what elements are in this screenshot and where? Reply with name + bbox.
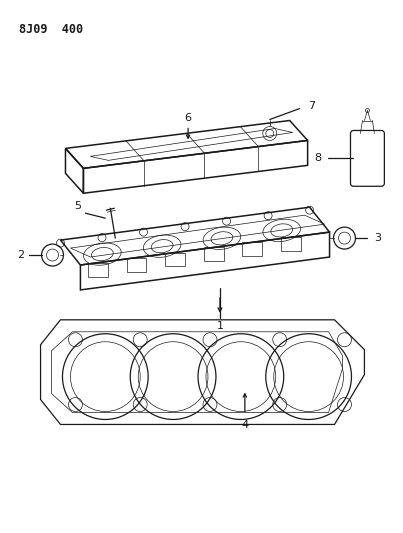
Text: 3: 3	[374, 233, 381, 243]
Text: 6: 6	[185, 112, 191, 123]
Text: 1: 1	[216, 321, 223, 331]
Text: 8J09  400: 8J09 400	[19, 23, 83, 36]
Text: 5: 5	[74, 201, 81, 211]
Text: 4: 4	[241, 421, 248, 431]
Text: 2: 2	[17, 250, 24, 260]
Text: 8: 8	[314, 154, 321, 164]
Text: 7: 7	[308, 101, 315, 110]
